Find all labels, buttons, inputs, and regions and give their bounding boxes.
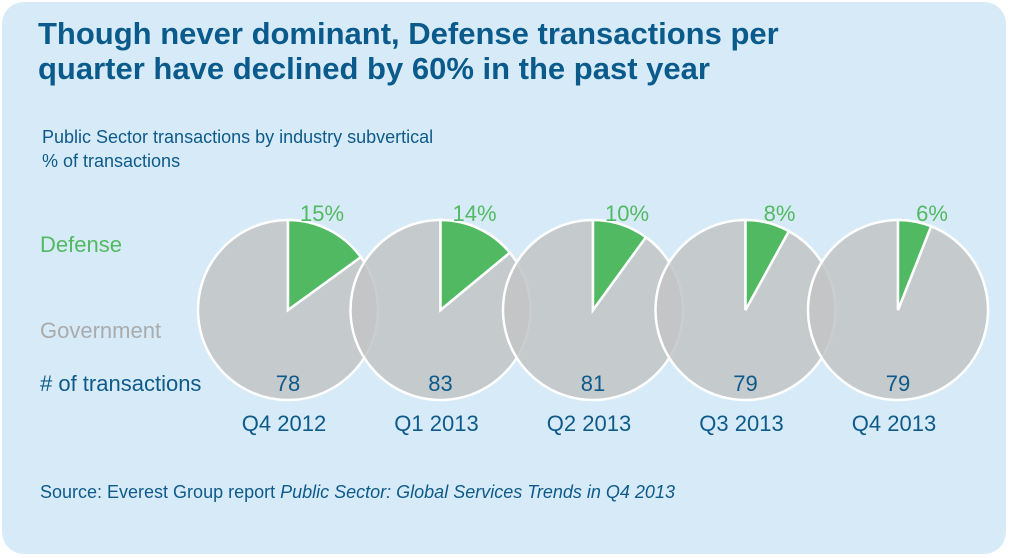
source: Source: Everest Group report Public Secto…: [40, 482, 675, 503]
pie-slice: [286, 218, 363, 313]
pie-slice: [439, 218, 512, 313]
pie-slice: [591, 218, 648, 314]
category-label: Q1 2013: [394, 411, 478, 436]
transaction-count: 78: [276, 371, 300, 396]
data-label: 14%: [452, 201, 496, 226]
category-label: Q4 2012: [242, 411, 326, 436]
chart-title: quarter have declined by 60% in the past…: [38, 51, 710, 86]
transaction-count: 83: [428, 371, 452, 396]
data-label: 15%: [300, 201, 344, 226]
legend-label: Government: [40, 318, 161, 343]
legend-label: Defense: [40, 232, 122, 257]
chart-subtitle: Public Sector transactions by industry s…: [42, 127, 433, 147]
row-label: # of transactions: [40, 371, 201, 396]
source-text: Source: Everest Group report: [40, 482, 276, 502]
chart-subtitle: % of transactions: [42, 151, 180, 171]
category-label: Q3 2013: [699, 411, 783, 436]
source-report: Public Sector: Global Services Trends in…: [280, 482, 675, 502]
category-label: Q2 2013: [547, 411, 631, 436]
transaction-count: 79: [886, 371, 910, 396]
data-label: 6%: [916, 201, 948, 226]
pie-slice: [744, 218, 791, 311]
chart-title: Though never dominant, Defense transacti…: [38, 16, 779, 51]
transaction-count: 79: [733, 371, 757, 396]
transaction-count: 81: [581, 371, 605, 396]
data-label: 10%: [605, 201, 649, 226]
pie-slice: [896, 218, 933, 311]
data-label: 8%: [764, 201, 796, 226]
category-label: Q4 2013: [852, 411, 936, 436]
